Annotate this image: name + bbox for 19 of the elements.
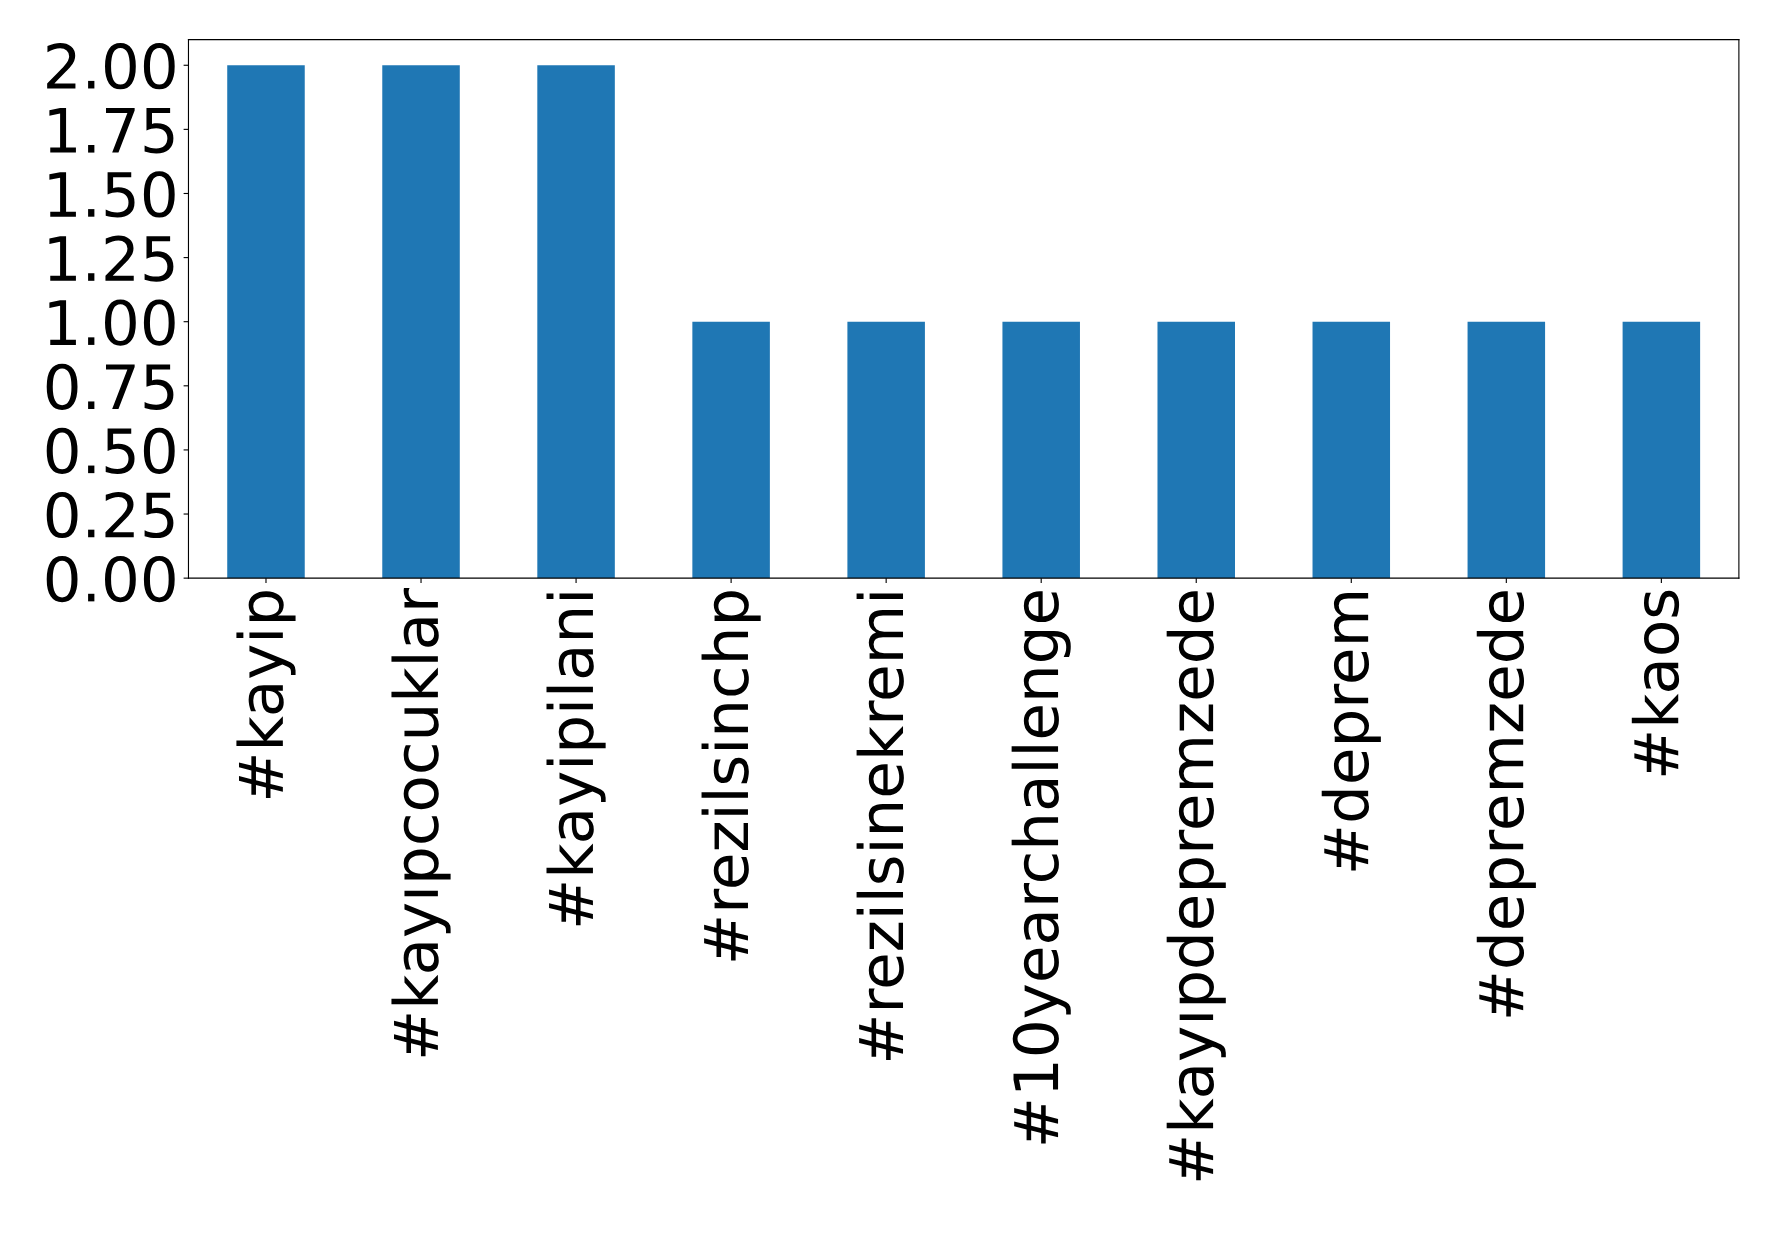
y-tick-label: 2.00: [47, 43, 175, 90]
y-tick-label: 0.75: [46, 363, 174, 410]
x-tick-label: #depremzede: [1476, 591, 1536, 1017]
x-tick-label: #10yearchallenge: [1011, 591, 1071, 1144]
y-tick-label: 0.50: [46, 427, 175, 475]
x-tick-label: #kayıpdepremzede: [1166, 591, 1226, 1181]
x-tick-label: #rezilsinchp: [701, 591, 761, 961]
y-tick-label: 0.25: [46, 491, 174, 539]
x-tick-label: #kayipilani: [546, 593, 606, 926]
x-tick-label: #kayip: [236, 591, 296, 799]
y-tick-label: 1.25: [49, 235, 174, 282]
x-tick-label: #rezilsinekremi: [856, 593, 904, 1061]
y-tick-label: 1.00: [49, 299, 175, 346]
y-tick-label: 1.50: [49, 171, 175, 218]
x-tick-label: #kayıpcocuklar: [391, 587, 451, 1057]
y-tick-label: 0.00: [46, 556, 175, 603]
x-tick-label: #deprem: [1321, 593, 1381, 871]
y-tick-label: 1.75: [49, 108, 174, 154]
x-tick-label: #kaos: [1631, 590, 1680, 776]
